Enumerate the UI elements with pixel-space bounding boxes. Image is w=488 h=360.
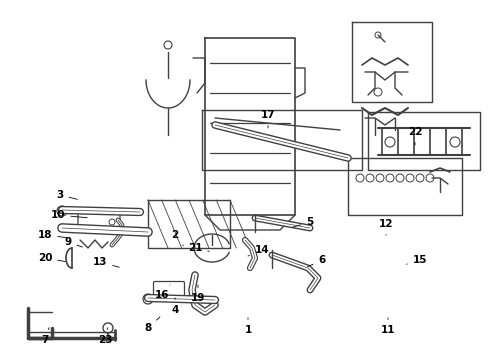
Text: 10: 10 — [51, 210, 87, 220]
Text: 1: 1 — [244, 318, 251, 335]
Text: 17: 17 — [260, 110, 275, 128]
Text: 2: 2 — [171, 230, 183, 246]
Text: 3: 3 — [56, 190, 77, 200]
Text: 12: 12 — [378, 219, 392, 235]
Text: 15: 15 — [406, 255, 427, 265]
Text: 21: 21 — [187, 243, 209, 253]
Text: 18: 18 — [38, 230, 67, 240]
Text: 4: 4 — [171, 298, 178, 315]
Text: 11: 11 — [380, 318, 394, 335]
Text: 6: 6 — [307, 255, 325, 267]
Text: 23: 23 — [98, 328, 112, 345]
Text: 5: 5 — [292, 217, 313, 227]
Text: 9: 9 — [64, 237, 82, 247]
Text: 19: 19 — [190, 285, 205, 303]
Text: 13: 13 — [93, 257, 119, 267]
Text: 7: 7 — [41, 328, 49, 345]
Text: 16: 16 — [154, 285, 170, 300]
Text: 20: 20 — [38, 253, 65, 263]
Text: 22: 22 — [407, 127, 421, 145]
Text: 8: 8 — [144, 317, 160, 333]
Text: 14: 14 — [247, 245, 269, 256]
